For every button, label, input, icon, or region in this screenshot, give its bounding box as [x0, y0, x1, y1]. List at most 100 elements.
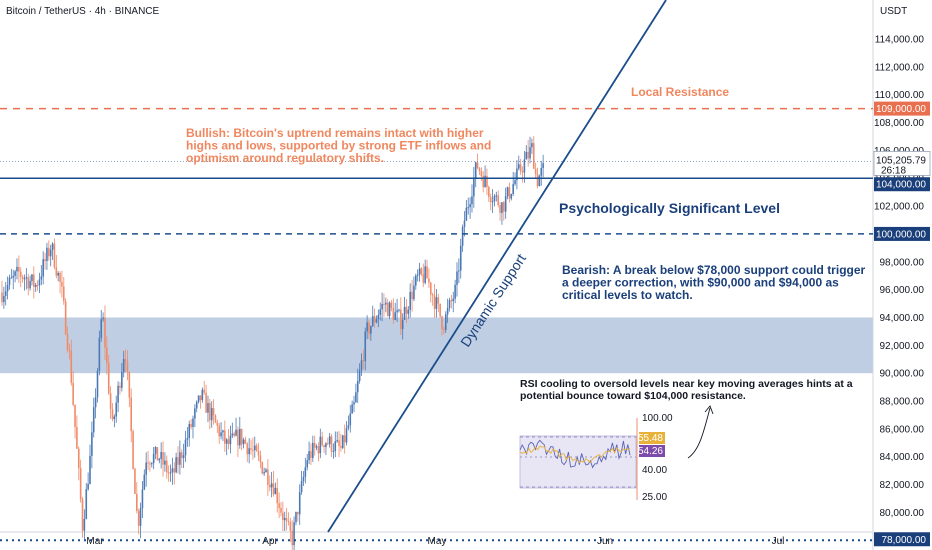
candle-body [210, 408, 213, 421]
candle-body [218, 425, 220, 437]
candle [532, 136, 535, 169]
candle [113, 414, 116, 428]
candle-body [117, 385, 119, 403]
y-tick-label: 110,000.00 [875, 90, 925, 101]
candle [124, 349, 127, 372]
candle [283, 511, 286, 531]
candle [104, 305, 106, 360]
candle-body [308, 451, 310, 461]
x-tick-label: May [428, 536, 447, 547]
candle [306, 453, 309, 471]
candle [336, 431, 338, 443]
candle [194, 404, 196, 428]
candle-body [377, 315, 380, 320]
candle [218, 422, 220, 444]
candle-body [407, 309, 410, 314]
candle [139, 502, 142, 539]
y-tick-label: 86,000.00 [880, 424, 925, 435]
candle-body [448, 300, 451, 309]
candle-body [360, 360, 363, 371]
candle-body [441, 316, 443, 330]
candle-body [242, 439, 245, 445]
candle [119, 382, 121, 395]
candle-body [107, 363, 110, 394]
candle-body [25, 277, 28, 279]
candle [542, 154, 544, 178]
candle [265, 467, 267, 473]
candle [186, 427, 189, 447]
candle [216, 419, 219, 433]
candle [106, 336, 108, 375]
candle [94, 388, 97, 419]
candle-body [59, 272, 61, 282]
candle [499, 202, 501, 221]
candle [371, 305, 374, 328]
candle [190, 419, 192, 430]
candle [308, 441, 310, 464]
candle-body [356, 380, 359, 393]
candle-body [29, 280, 31, 289]
candle-body [128, 371, 131, 398]
candle-body [122, 359, 125, 373]
candle-body [512, 184, 514, 195]
candle [508, 182, 511, 203]
candle [461, 224, 464, 252]
candle [441, 315, 443, 336]
candle-body [98, 337, 101, 371]
candle [152, 446, 155, 470]
candle-body [368, 322, 370, 334]
candle [527, 139, 529, 167]
candle-body [394, 312, 397, 320]
candle-body [383, 303, 385, 305]
candle-body [473, 177, 475, 197]
candle-body [458, 270, 460, 272]
candle-body [255, 445, 258, 451]
candle-body [488, 186, 490, 198]
candle-body [171, 468, 174, 473]
candle-body [287, 520, 290, 522]
candle [383, 293, 385, 317]
candle [72, 371, 74, 407]
candle [270, 472, 273, 498]
candle-body [390, 302, 393, 308]
candle [459, 238, 462, 279]
candle-body [87, 484, 89, 490]
candle-body [306, 460, 309, 468]
candle [268, 475, 271, 492]
candle [25, 268, 28, 290]
candle [538, 174, 541, 187]
candle [6, 276, 9, 300]
candle-body [349, 413, 352, 426]
candle-body [40, 276, 43, 280]
candle-body [96, 370, 99, 398]
psych-price-tag: 100,000.00 [874, 226, 930, 241]
candle [341, 434, 344, 450]
support-zone [0, 317, 873, 374]
candle-body [495, 195, 498, 197]
candle [136, 482, 138, 514]
candle [100, 310, 103, 342]
candle-body [469, 204, 471, 208]
candle-body [409, 291, 411, 310]
candle [31, 273, 33, 286]
candle [340, 433, 342, 452]
candle [240, 428, 243, 451]
candle [489, 193, 492, 211]
candle [351, 400, 353, 414]
candle [272, 470, 275, 497]
candle-body [517, 164, 520, 169]
support-price-tag-text: 104,000.00 [876, 180, 926, 191]
candle-body [194, 408, 196, 419]
candle [126, 350, 129, 381]
candle-body [493, 196, 496, 202]
candle-body [422, 274, 425, 283]
candle-body [53, 243, 56, 268]
candle-body [8, 277, 11, 286]
candle-body [12, 275, 15, 278]
candle [504, 187, 507, 219]
candle-body [199, 395, 202, 401]
candle-body [315, 446, 318, 448]
candle [49, 244, 52, 267]
candle [540, 160, 543, 186]
